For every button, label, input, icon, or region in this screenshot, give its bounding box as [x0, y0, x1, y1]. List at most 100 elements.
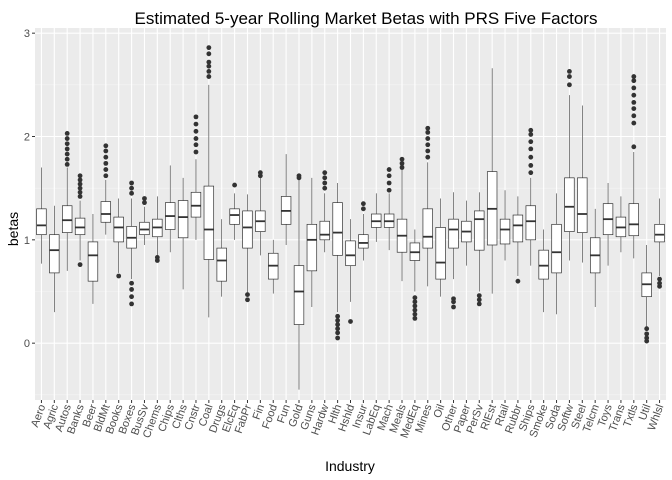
- box-Clths: [177, 177, 189, 290]
- outlier-point: [476, 293, 482, 299]
- outlier-point: [77, 185, 83, 191]
- box-Coal: [203, 45, 215, 318]
- outlier-point: [567, 82, 572, 88]
- outlier-point: [335, 326, 341, 332]
- box-body: [113, 216, 124, 243]
- x-tick-label: Fin: [251, 403, 268, 421]
- box-body: [628, 203, 639, 237]
- chart-title: Estimated 5-year Rolling Market Betas wi…: [135, 9, 598, 28]
- outlier-point: [335, 330, 341, 336]
- outlier-point: [206, 59, 212, 65]
- box-Telcm: [589, 208, 601, 307]
- outlier-point: [206, 63, 212, 69]
- box-Books: [113, 198, 124, 279]
- outlier-point: [644, 335, 650, 341]
- box-Gold: [293, 173, 305, 390]
- box-body: [177, 200, 189, 239]
- outlier-point: [103, 167, 109, 172]
- outlier-point: [425, 142, 431, 148]
- box-body: [100, 201, 112, 223]
- outlier-point: [206, 51, 212, 57]
- y-axis: 0 1 2 3: [24, 28, 35, 350]
- box-RlEst: [486, 68, 498, 294]
- outlier-point: [142, 196, 147, 201]
- outlier-point: [399, 156, 405, 162]
- box-body: [139, 221, 150, 236]
- outlier-point: [142, 200, 147, 206]
- box-body: [525, 205, 536, 241]
- box-body: [512, 214, 524, 243]
- box-Softw: [564, 69, 575, 261]
- outlier-point: [476, 301, 482, 307]
- outlier-point: [412, 311, 418, 317]
- outlier-point: [412, 315, 418, 321]
- outlier-point: [232, 182, 238, 188]
- outlier-point: [360, 201, 366, 207]
- box-ElcEq: [229, 182, 240, 240]
- outlier-point: [412, 307, 418, 313]
- outlier-point: [528, 163, 534, 168]
- outlier-point: [64, 146, 70, 152]
- outlier-point: [193, 142, 199, 148]
- box-Util: [641, 245, 652, 344]
- outlier-point: [129, 301, 134, 307]
- box-Rubbr: [512, 196, 524, 284]
- box-body: [332, 202, 343, 256]
- outlier-point: [129, 287, 134, 292]
- box-body: [190, 191, 202, 218]
- box-Toys: [602, 183, 614, 266]
- outlier-point: [116, 273, 122, 279]
- box-Smoke: [538, 229, 549, 313]
- outlier-point: [335, 313, 341, 319]
- outlier-point: [129, 180, 134, 186]
- outlier-point: [257, 170, 263, 176]
- outlier-point: [631, 85, 637, 91]
- outlier-point: [399, 160, 405, 166]
- box-Beer: [87, 214, 99, 304]
- outlier-point: [193, 121, 199, 127]
- box-BusSv: [139, 196, 150, 245]
- outlier-point: [64, 162, 70, 167]
- outlier-point: [322, 175, 328, 181]
- box-Banks: [74, 173, 86, 268]
- outlier-point: [193, 114, 199, 120]
- box-body: [564, 177, 575, 232]
- outlier-point: [64, 156, 70, 162]
- box-Chems: [152, 196, 163, 263]
- box-body: [538, 249, 549, 280]
- box-Fin: [255, 170, 266, 256]
- outlier-point: [64, 141, 70, 147]
- outlier-point: [77, 177, 83, 183]
- outlier-point: [567, 69, 572, 74]
- outlier-point: [335, 318, 341, 323]
- outlier-point: [296, 173, 302, 179]
- box-body: [216, 247, 227, 282]
- outlier-point: [528, 139, 534, 145]
- box-Paper: [461, 200, 472, 266]
- box-Trans: [615, 196, 627, 253]
- outlier-point: [386, 173, 392, 179]
- box-Cnstr: [190, 114, 202, 240]
- outlier-point: [206, 69, 212, 74]
- box-Boxes: [126, 180, 137, 307]
- outlier-point: [425, 136, 431, 141]
- box-Hlth: [332, 183, 343, 341]
- outlier-point: [77, 194, 83, 199]
- box-body: [448, 218, 459, 249]
- outlier-point: [245, 297, 250, 303]
- outlier-point: [657, 276, 662, 282]
- outlier-point: [631, 100, 637, 105]
- outlier-point: [425, 129, 431, 135]
- outlier-point: [335, 322, 341, 327]
- box-FabPr: [242, 194, 253, 303]
- box-Drugs: [216, 219, 227, 297]
- outlier-point: [129, 185, 134, 191]
- x-tick-label: Oil: [432, 403, 448, 420]
- box-Mach: [383, 167, 395, 251]
- box-body: [49, 234, 60, 274]
- box-series: [36, 45, 665, 390]
- outlier-point: [631, 120, 637, 126]
- y-tick-label: 1: [24, 235, 30, 247]
- box-body: [36, 208, 47, 236]
- box-body: [551, 223, 562, 274]
